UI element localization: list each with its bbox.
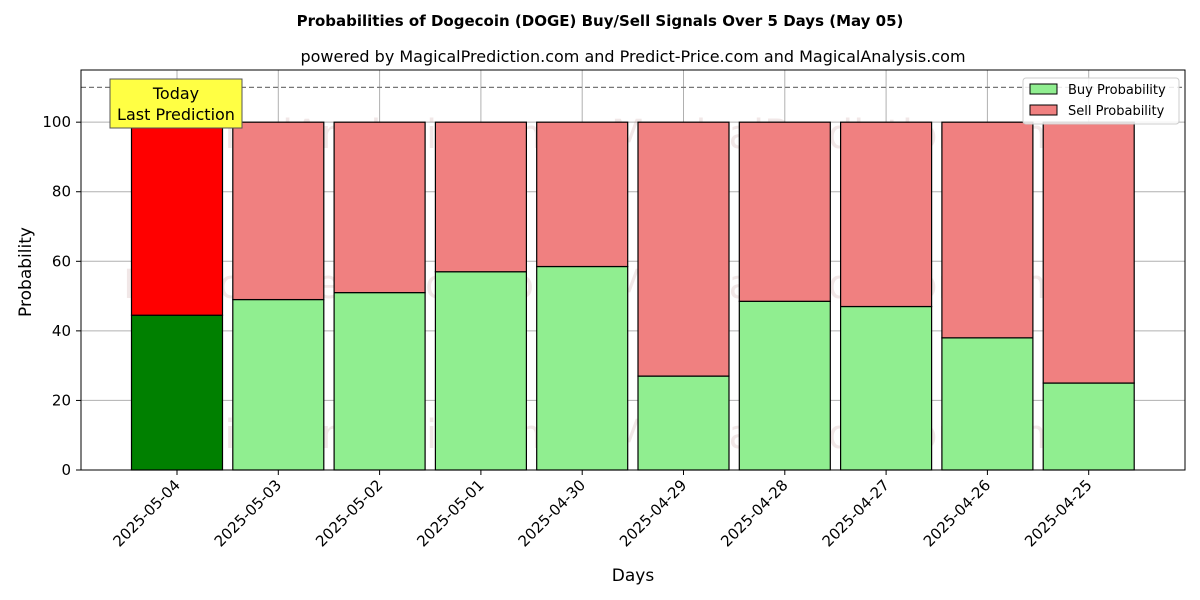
legend-label: Sell Probability (1068, 104, 1165, 119)
y-tick-label: 0 (61, 461, 71, 479)
annotation-box (109, 78, 243, 129)
legend-swatch (1029, 104, 1058, 116)
sell-bar (738, 121, 831, 302)
today-annotation: Today Last Prediction (109, 78, 243, 129)
x-axis-label: Days (612, 566, 655, 586)
buy-bar (536, 265, 629, 471)
sell-bar (333, 121, 426, 294)
buy-bar (434, 271, 527, 471)
x-tick-label: 2025-05-02 (312, 476, 386, 550)
y-tick-label: 40 (52, 322, 71, 340)
sell-bar (434, 121, 527, 273)
y-tick-label: 80 (52, 183, 71, 201)
chart-title: Probabilities of Dogecoin (DOGE) Buy/Sel… (297, 12, 904, 30)
y-tick-label: 60 (52, 252, 71, 270)
x-tick-label: 2025-04-26 (920, 476, 994, 550)
bars (130, 121, 1135, 471)
sell-bar (536, 121, 629, 268)
legend-box (1022, 77, 1180, 125)
x-tick-label: 2025-04-29 (616, 476, 690, 550)
x-tick-label: 2025-04-30 (515, 476, 589, 550)
sell-bar (637, 121, 730, 377)
buy-bar (333, 292, 426, 471)
sell-bar (130, 121, 224, 316)
buy-bar (232, 298, 325, 471)
legend-swatch (1029, 83, 1058, 95)
buy-bar (839, 305, 933, 471)
x-tick-label: 2025-05-04 (109, 476, 183, 550)
x-tick-label: 2025-04-27 (819, 476, 893, 550)
x-tick-label: 2025-05-03 (211, 476, 285, 550)
buy-bar (130, 314, 224, 471)
sell-bar (839, 121, 933, 308)
y-axis-label: Probability (16, 227, 36, 317)
plot-frame (80, 69, 1186, 471)
legend-label: Buy Probability (1068, 83, 1166, 98)
legend: Buy Probability Sell Probability (1022, 77, 1180, 125)
y-tick-label: 100 (42, 113, 71, 131)
sell-bar (1042, 121, 1135, 384)
x-tick-label: 2025-05-01 (413, 476, 487, 550)
chart-subtitle: powered by MagicalPrediction.com and Pre… (300, 47, 965, 66)
x-tick-label: 2025-04-28 (717, 476, 791, 550)
annotation-text: Today (152, 84, 199, 103)
sell-bar (232, 121, 325, 301)
buy-bar (738, 300, 831, 471)
buy-bar (941, 337, 1034, 471)
y-tick-label: 20 (52, 391, 71, 409)
x-tick-label: 2025-04-25 (1021, 476, 1095, 550)
annotation-text: Last Prediction (117, 105, 235, 124)
buy-bar (637, 375, 730, 471)
sell-bar (941, 121, 1034, 339)
buy-bar (1042, 382, 1135, 471)
